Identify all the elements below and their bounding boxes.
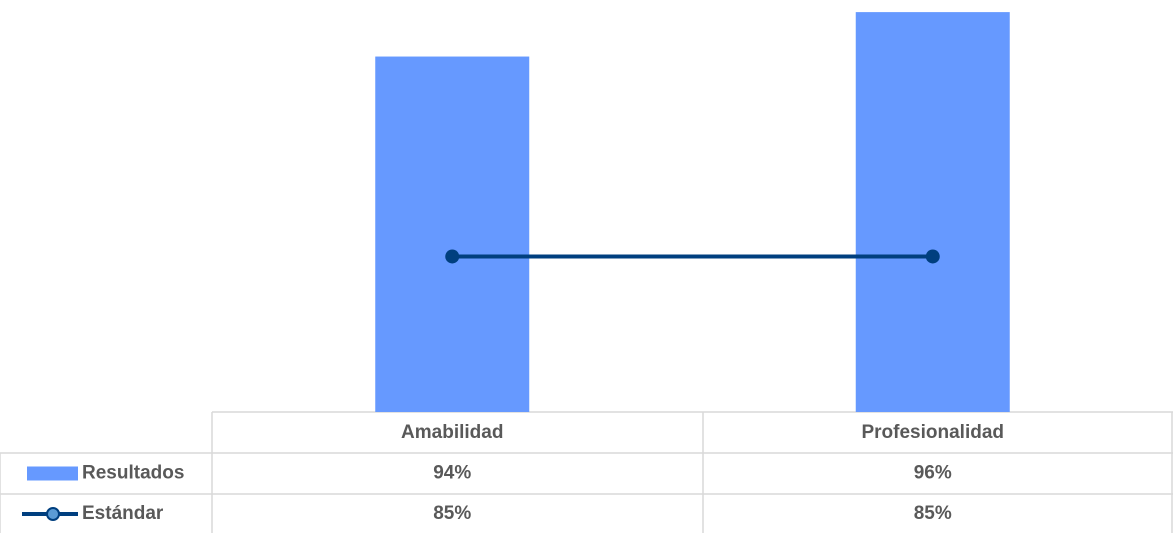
data-table <box>0 411 1173 533</box>
legend-label: Estándar <box>82 503 164 524</box>
table-value: 85% <box>433 503 471 524</box>
category-label: Profesionalidad <box>861 422 1004 443</box>
table-value: 85% <box>914 503 952 524</box>
legend-key <box>27 466 78 481</box>
bar <box>375 56 530 413</box>
table-value: 96% <box>914 463 952 484</box>
line-marker <box>445 249 460 264</box>
table-value: 94% <box>433 463 471 484</box>
line-marker <box>925 249 940 264</box>
legend-label: Resultados <box>82 463 184 484</box>
legend-key-marker <box>46 507 60 521</box>
category-label: Amabilidad <box>401 422 503 443</box>
bar <box>855 12 1010 413</box>
